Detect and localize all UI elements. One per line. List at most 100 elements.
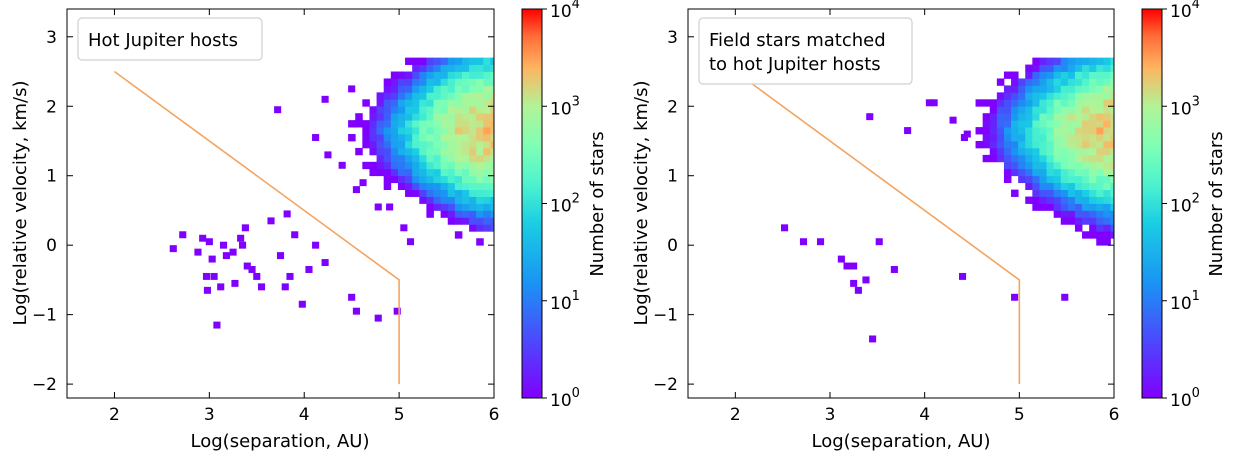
heatmap-cell — [405, 189, 413, 197]
x-tick-label: 3 — [825, 405, 836, 425]
colorbar-tick-label: 104 — [550, 0, 580, 22]
heatmap-cell — [1110, 99, 1114, 107]
heatmap-cell — [203, 286, 211, 294]
heatmap-cell — [1032, 113, 1040, 121]
heatmap-cell — [1082, 168, 1090, 177]
heatmap-cell — [231, 279, 239, 287]
heatmap-cell — [1089, 210, 1097, 218]
heatmap-cell — [238, 241, 247, 249]
heatmap-cell — [205, 238, 213, 246]
heatmap-cell — [483, 134, 491, 142]
heatmap-cell — [866, 113, 874, 121]
heatmap-cell — [426, 168, 434, 177]
heatmap-cell — [1096, 113, 1104, 121]
heatmap-cell — [1103, 99, 1111, 107]
heatmap-cell — [419, 106, 427, 114]
heatmap-cell — [1074, 127, 1083, 135]
heatmap-cell — [390, 85, 399, 93]
heatmap-cell — [374, 314, 382, 322]
heatmap-cell — [352, 186, 360, 194]
heatmap-cell — [1110, 64, 1114, 72]
heatmap-cell — [1089, 99, 1097, 107]
legend-label-left: Hot Jupiter hosts — [88, 30, 238, 51]
heatmap-cell — [454, 57, 463, 65]
heatmap-cell — [376, 154, 385, 163]
heatmap-cell — [1067, 168, 1076, 177]
heatmap-cell — [397, 147, 406, 156]
heatmap-cell — [490, 120, 494, 128]
y-axis-label-right: Log(relative velocity, km/s) — [631, 80, 652, 325]
heatmap-cell — [433, 203, 442, 211]
heatmap-cell — [989, 99, 998, 107]
heatmap-cell — [461, 161, 470, 170]
heatmap-cell — [1046, 189, 1055, 197]
heatmap-cell — [1025, 161, 1033, 170]
heatmap-cell — [1025, 154, 1033, 163]
heatmap-cell — [383, 147, 392, 156]
heatmap-cell — [461, 203, 470, 211]
heatmap-cell — [476, 189, 484, 197]
heatmap-cell — [397, 120, 406, 128]
heatmap-cell — [1032, 99, 1040, 107]
heatmap-cell — [982, 154, 991, 163]
heatmap-cell — [1018, 154, 1026, 163]
heatmap-cell — [1089, 78, 1097, 86]
heatmap-cell — [248, 266, 256, 273]
heatmap-cell — [397, 154, 406, 163]
heatmap-cell — [1067, 182, 1076, 191]
heatmap-cell — [412, 99, 420, 107]
heatmap-cell — [1074, 196, 1083, 204]
y-tick-label: 2 — [667, 97, 678, 117]
heatmap-cell — [412, 64, 420, 72]
heatmap-cell — [419, 57, 427, 65]
heatmap-cell — [476, 210, 484, 218]
heatmap-cell — [1018, 92, 1026, 100]
colorbar-tick-label: 101 — [550, 289, 580, 314]
heatmap-cell — [440, 106, 449, 114]
heatmap-cell — [440, 113, 449, 121]
heatmap-cell — [1039, 99, 1047, 107]
heatmap-cell — [419, 147, 427, 156]
heatmap-cell — [1011, 85, 1019, 93]
heatmap-cell — [433, 168, 442, 177]
heatmap-cell — [1089, 113, 1097, 121]
heatmap-cell — [1039, 71, 1047, 79]
heatmap-cells-right — [781, 57, 1114, 343]
heatmap-cell — [490, 224, 494, 232]
heatmap-cell — [374, 203, 382, 211]
heatmap-cell — [179, 231, 187, 239]
heatmap-cell — [348, 293, 356, 301]
heatmap-cell — [412, 134, 420, 142]
heatmap-cell — [1053, 78, 1062, 86]
heatmap-cell — [1089, 217, 1097, 225]
heatmap-cell — [390, 140, 399, 149]
heatmap-cell — [1018, 120, 1026, 128]
heatmap-cell — [454, 189, 463, 197]
heatmap-cell — [1018, 106, 1026, 114]
heatmap-cell — [1039, 175, 1047, 184]
heatmap-cell — [405, 175, 413, 184]
heatmap-cell — [419, 161, 427, 170]
heatmap-cell — [989, 127, 998, 135]
heatmap-cell — [461, 113, 470, 121]
heatmap-cell — [1046, 161, 1055, 170]
heatmap-cell — [1067, 85, 1076, 93]
heatmap-cell — [397, 182, 406, 191]
heatmap-cell — [241, 224, 249, 232]
heatmap-cell — [383, 127, 392, 135]
heatmap-cell — [433, 140, 442, 149]
heatmap-cell — [397, 175, 406, 184]
heatmap-cell — [447, 71, 456, 79]
heatmap-cell — [412, 71, 420, 79]
heatmap-cell — [1053, 168, 1062, 177]
heatmap-cell — [1046, 92, 1055, 100]
heatmap-cell — [376, 120, 385, 128]
heatmap-cell — [476, 217, 484, 225]
heatmap-cell — [469, 203, 477, 211]
heatmap-cell — [454, 71, 463, 79]
heatmap-cell — [1096, 182, 1104, 191]
heatmap-cell — [1067, 140, 1076, 149]
heatmap-cell — [419, 168, 427, 177]
heatmap-cell — [1089, 134, 1097, 142]
heatmap-cell — [1025, 92, 1033, 100]
